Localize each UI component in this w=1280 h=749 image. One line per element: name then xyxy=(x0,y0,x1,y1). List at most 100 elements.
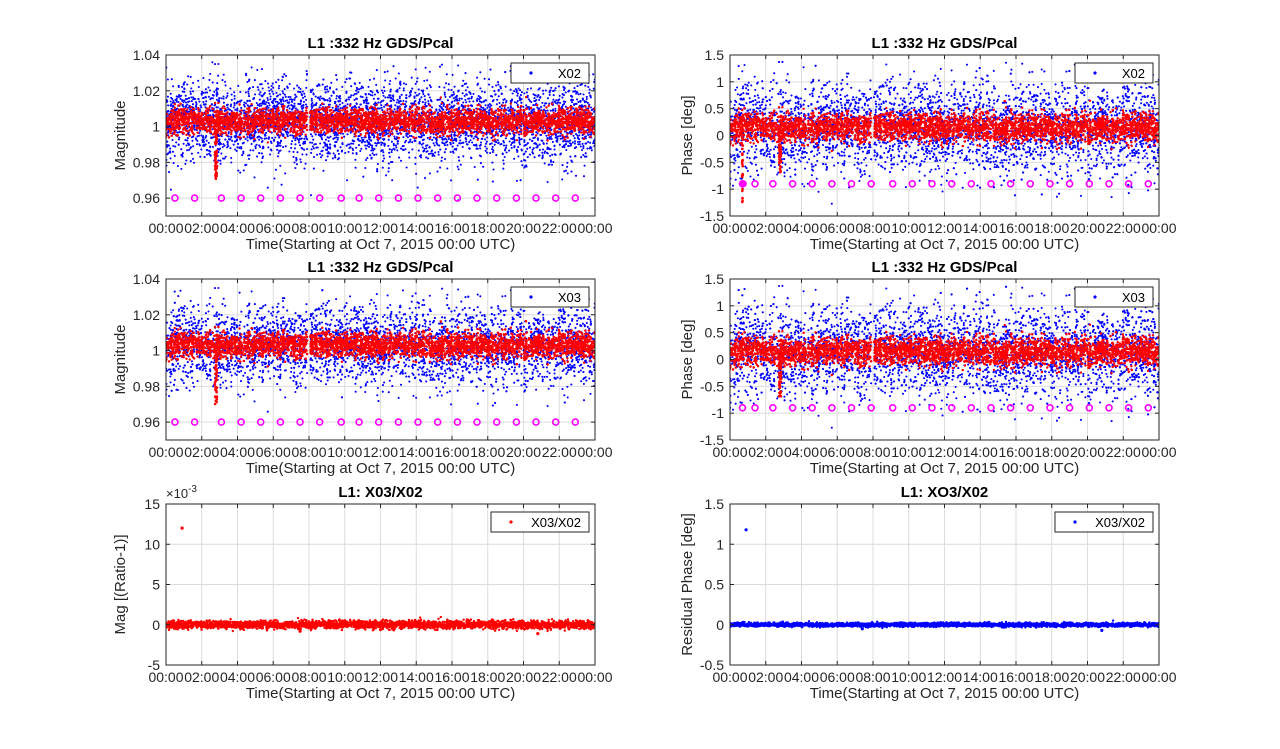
data-point xyxy=(225,96,228,99)
data-point xyxy=(278,136,281,139)
data-point xyxy=(475,136,478,139)
data-point xyxy=(428,96,431,99)
data-point xyxy=(281,79,284,82)
data-point xyxy=(339,97,342,100)
data-point xyxy=(202,138,205,141)
data-point xyxy=(174,98,177,101)
data-point xyxy=(298,144,302,147)
data-point xyxy=(255,106,259,110)
data-point xyxy=(554,107,557,110)
data-point xyxy=(237,84,240,87)
data-point xyxy=(247,92,250,95)
data-point xyxy=(392,65,395,68)
data-point xyxy=(440,63,444,66)
data-point xyxy=(305,103,308,106)
data-point xyxy=(303,92,306,95)
data-point xyxy=(357,91,360,94)
data-point xyxy=(497,83,500,86)
data-point xyxy=(451,94,454,97)
data-point xyxy=(353,82,356,85)
data-point xyxy=(538,107,541,110)
data-point xyxy=(393,108,396,111)
data-point xyxy=(423,177,427,180)
data-point xyxy=(287,131,290,134)
data-point xyxy=(169,147,172,150)
data-point xyxy=(522,111,525,114)
data-point xyxy=(224,80,227,83)
data-point xyxy=(260,68,264,71)
data-point xyxy=(546,180,549,184)
data-point xyxy=(588,103,591,106)
data-point xyxy=(473,165,476,169)
data-point xyxy=(328,100,332,103)
data-point xyxy=(284,145,287,148)
data-point xyxy=(565,143,568,146)
data-point xyxy=(329,146,332,149)
data-point xyxy=(352,142,355,145)
data-point xyxy=(292,150,295,153)
data-point xyxy=(303,95,306,98)
data-point xyxy=(311,101,314,105)
data-point xyxy=(489,151,492,155)
data-point xyxy=(543,104,546,107)
data-point xyxy=(184,101,188,104)
data-point xyxy=(368,142,371,146)
data-point xyxy=(301,90,304,93)
data-point xyxy=(322,169,325,172)
data-point xyxy=(457,168,460,171)
data-point xyxy=(357,144,361,147)
data-point xyxy=(211,61,214,64)
data-point xyxy=(254,145,257,148)
data-point xyxy=(475,147,478,150)
data-point xyxy=(174,145,177,148)
data-point xyxy=(528,108,531,111)
data-point xyxy=(227,108,230,111)
data-point xyxy=(230,156,233,160)
data-point xyxy=(572,134,575,137)
data-point xyxy=(510,143,513,147)
data-point xyxy=(517,87,520,90)
data-point xyxy=(238,146,241,150)
data-point xyxy=(426,144,429,147)
data-point xyxy=(513,145,516,148)
data-point xyxy=(386,96,389,99)
data-point xyxy=(472,137,475,140)
data-point xyxy=(190,100,193,103)
data-point xyxy=(233,102,236,105)
data-point xyxy=(536,146,539,149)
data-point xyxy=(246,100,249,103)
data-point xyxy=(375,144,378,147)
data-point xyxy=(584,135,587,138)
data-point xyxy=(564,140,568,143)
data-point xyxy=(552,90,555,93)
data-point xyxy=(524,150,527,153)
data-point xyxy=(436,143,439,146)
data-point xyxy=(495,84,498,87)
data-point xyxy=(373,153,376,156)
data-point xyxy=(482,106,485,109)
data-point xyxy=(271,102,275,105)
data-point xyxy=(554,109,557,112)
data-point xyxy=(425,147,428,150)
data-point xyxy=(440,156,443,159)
data-point xyxy=(359,149,362,153)
data-point xyxy=(254,93,257,96)
data-point xyxy=(476,76,479,79)
data-point xyxy=(507,106,510,109)
data-point xyxy=(359,95,362,98)
data-point xyxy=(217,139,221,142)
data-point xyxy=(298,135,301,138)
data-point xyxy=(460,97,463,100)
data-point xyxy=(423,79,426,82)
data-point xyxy=(483,91,486,94)
data-point xyxy=(575,146,578,149)
data-point xyxy=(582,147,585,150)
data-point xyxy=(579,145,582,148)
data-point xyxy=(183,99,186,102)
data-point xyxy=(262,145,265,148)
data-point xyxy=(252,97,255,101)
data-point xyxy=(376,168,379,171)
data-point xyxy=(203,156,206,159)
data-point xyxy=(395,146,398,149)
data-point xyxy=(405,134,408,137)
